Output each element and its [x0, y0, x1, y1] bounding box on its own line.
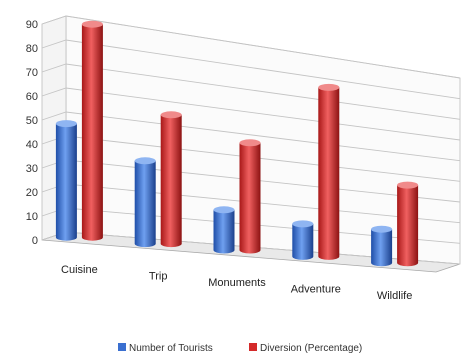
legend-label-diversion-percentage: Diversion (Percentage): [260, 343, 362, 354]
y-tick-label: 90: [26, 19, 38, 31]
legend-swatch-number-of-tourists: [118, 343, 126, 351]
bar-body: [81, 24, 103, 241]
bar-body: [160, 114, 182, 248]
bar-body: [397, 185, 419, 267]
x-axis-categories: Cuisine Trip Monuments Adventure Wildlife: [61, 264, 412, 302]
y-tick-label: 0: [32, 235, 38, 247]
bar-top: [213, 206, 235, 214]
bar-body: [318, 87, 340, 260]
bar-top: [55, 120, 77, 128]
bar-body: [292, 223, 314, 260]
bar-top: [397, 181, 419, 189]
bar-top: [318, 83, 340, 91]
bar: [371, 225, 393, 267]
bar: [292, 220, 314, 260]
y-tick-label: 60: [26, 91, 38, 103]
bar-top: [239, 139, 261, 147]
y-tick-label: 80: [26, 43, 38, 55]
bar-body: [213, 209, 235, 254]
bar: [239, 139, 261, 254]
y-tick-label: 70: [26, 67, 38, 79]
gridline: [41, 39, 461, 100]
bar-body: [55, 123, 77, 241]
bar: [134, 157, 156, 248]
y-axis-ticks: 0 10 20 30 40 50 60 70 80 90: [26, 19, 38, 247]
bar-top: [134, 157, 156, 165]
y-tick-label: 50: [26, 115, 38, 127]
x-category-label: Monuments: [208, 277, 266, 289]
x-category-label: Cuisine: [61, 264, 98, 276]
y-tick-label: 20: [26, 187, 38, 199]
x-category-label: Wildlife: [377, 290, 412, 302]
y-tick-label: 40: [26, 139, 38, 151]
bar: [318, 83, 340, 260]
y-tick-label: 30: [26, 163, 38, 175]
bar: [213, 206, 235, 254]
bar-top: [81, 20, 103, 28]
bar: [55, 120, 77, 241]
gridline: [41, 15, 461, 79]
legend-swatch-diversion-percentage: [249, 343, 257, 351]
x-category-label: Adventure: [291, 283, 341, 295]
bar-top: [160, 111, 182, 119]
bar: [81, 20, 103, 241]
y-tick-label: 10: [26, 211, 38, 223]
bar: [160, 111, 182, 248]
bars: [55, 20, 419, 267]
legend-label-number-of-tourists: Number of Tourists: [129, 343, 213, 354]
bar-body: [239, 142, 261, 254]
bar-body: [371, 229, 393, 267]
legend: Number of Tourists Diversion (Percentage…: [118, 343, 362, 354]
x-category-label: Trip: [149, 271, 168, 283]
bar-top: [371, 225, 393, 233]
bar: [397, 181, 419, 267]
bar-body: [134, 160, 156, 248]
bar-top: [292, 220, 314, 228]
